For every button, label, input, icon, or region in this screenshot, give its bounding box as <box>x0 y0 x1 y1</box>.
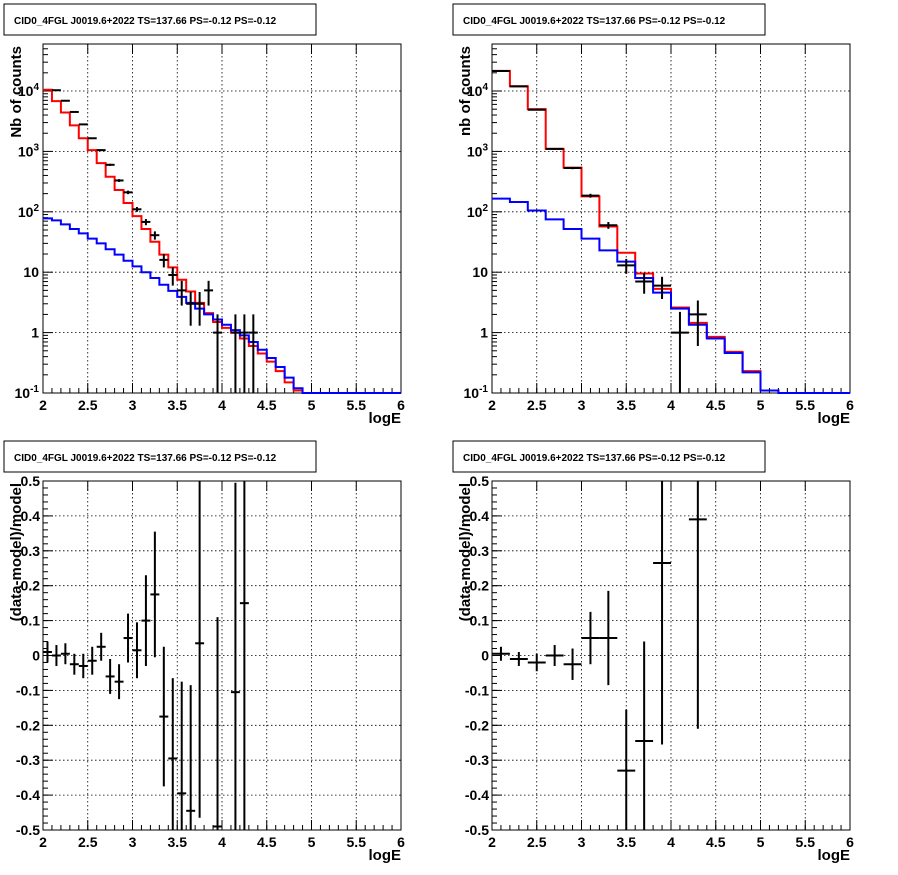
x-tick-label: 4 <box>667 834 675 850</box>
y-tick-label: -0.4 <box>16 787 40 803</box>
x-tick-label: 6 <box>397 834 405 850</box>
chart-title: CID0_4FGL J0019.6+2022 TS=137.66 PS=-0.1… <box>463 453 726 464</box>
y-tick-label: 10-1 <box>15 384 40 401</box>
y-tick-label: 0.5 <box>21 473 41 489</box>
x-tick-label: 6 <box>846 834 854 850</box>
x-axis-label: logE <box>818 847 851 864</box>
x-tick-label: 5 <box>757 834 765 850</box>
title-box <box>3 3 317 36</box>
y-tick-label: -0.5 <box>16 822 40 838</box>
y-tick-label: 102 <box>18 203 40 220</box>
x-tick-label: 6 <box>397 397 405 413</box>
counts-histogram-chart-left: 2 2.5 3 3.5 4 4.5 5 5.5 6 10-1 1 10 102 103 104 CID0_4F… <box>3 3 405 427</box>
x-tick-label: 3.5 <box>168 397 188 413</box>
x-tick-label: 3 <box>578 834 586 850</box>
x-tick-label: 3.5 <box>617 834 637 850</box>
x-tick-label: 5.5 <box>347 397 367 413</box>
y-tick-label: 0.2 <box>21 578 41 594</box>
y-tick-label: 103 <box>467 142 489 159</box>
x-tick-label: 4.5 <box>257 397 277 413</box>
y-tick-label: 103 <box>18 142 40 159</box>
y-tick-label: -0.3 <box>16 752 40 768</box>
pad-top-right: 2 2.5 3 3.5 4 4.5 5 5.5 6 10-1 1 10 102 103 104 CID0_4F… <box>449 0 898 437</box>
y-tick-label: 0.2 <box>470 578 490 594</box>
y-tick-label: 0.5 <box>470 473 490 489</box>
x-tick-label: 5.5 <box>796 834 816 850</box>
y-tick-label: 1 <box>480 325 488 341</box>
x-tick-label: 5 <box>308 834 316 850</box>
y-tick-label: -0.5 <box>465 822 489 838</box>
y-tick-label: 0.1 <box>470 613 490 629</box>
y-tick-label: 10 <box>472 264 488 280</box>
x-axis-label: logE <box>369 410 402 427</box>
x-tick-label: 3 <box>129 397 137 413</box>
x-tick-label: 2.5 <box>78 834 98 850</box>
x-tick-label: 3.5 <box>168 834 188 850</box>
x-tick-label: 3 <box>129 834 137 850</box>
y-axis-label: (data-model)/model <box>457 483 474 621</box>
x-tick-label: 4 <box>667 397 675 413</box>
x-tick-label: 3.5 <box>617 397 637 413</box>
x-tick-label: 2 <box>39 834 47 850</box>
y-tick-label: 1 <box>31 325 39 341</box>
pad-bottom-right: 2 2.5 3 3.5 4 4.5 5 5.5 6 -0.5 -0.4 -0.3 -0.2 -0.1 0 0.… <box>449 437 898 875</box>
x-axis-label: logE <box>818 410 851 427</box>
y-tick-label: -0.1 <box>465 682 489 698</box>
y-tick-label: 10-1 <box>464 384 489 401</box>
x-tick-label: 5 <box>308 397 316 413</box>
y-tick-label: -0.1 <box>16 682 40 698</box>
x-tick-label: 4 <box>218 397 226 413</box>
x-tick-label: 5.5 <box>347 834 367 850</box>
y-tick-label: -0.4 <box>465 787 489 803</box>
pad-top-left: 2 2.5 3 3.5 4 4.5 5 5.5 6 10-1 1 10 102 103 104 CID0_4F… <box>0 0 449 437</box>
x-tick-label: 2.5 <box>78 397 98 413</box>
y-axis-label: nb of counts <box>457 46 474 136</box>
y-tick-label: 0 <box>32 648 40 664</box>
y-axis-label: (data-model)/model <box>8 483 25 621</box>
x-tick-label: 4.5 <box>706 834 726 850</box>
x-tick-label: 2 <box>39 397 47 413</box>
y-tick-label: -0.3 <box>465 752 489 768</box>
residuals-chart-left: 2 2.5 3 3.5 4 4.5 5 5.5 6 -0.5 -0.4 -0.3 -0.2 -0.1 0 0.… <box>3 440 405 864</box>
x-tick-label: 2 <box>488 834 496 850</box>
y-tick-label: 102 <box>467 203 489 220</box>
y-tick-label: 0.3 <box>21 543 41 559</box>
y-tick-label: 0.1 <box>21 613 41 629</box>
y-tick-label: -0.2 <box>465 717 489 733</box>
x-axis-label: logE <box>369 847 402 864</box>
chart-title: CID0_4FGL J0019.6+2022 TS=137.66 PS=-0.1… <box>463 16 726 27</box>
title-box <box>3 440 317 473</box>
chart-title: CID0_4FGL J0019.6+2022 TS=137.66 PS=-0.1… <box>14 16 277 27</box>
y-tick-label: 0.3 <box>470 543 490 559</box>
x-tick-label: 2.5 <box>527 834 547 850</box>
x-tick-label: 5.5 <box>796 397 816 413</box>
y-tick-label: 0.4 <box>21 508 41 524</box>
x-tick-label: 4.5 <box>706 397 726 413</box>
y-tick-label: 0.4 <box>470 508 490 524</box>
y-tick-label: 104 <box>18 82 40 99</box>
chart-title: CID0_4FGL J0019.6+2022 TS=137.66 PS=-0.1… <box>14 453 277 464</box>
x-tick-label: 4.5 <box>257 834 277 850</box>
background-model-histogram <box>492 197 850 394</box>
y-tick-label: 104 <box>467 82 489 99</box>
residuals-chart-right: 2 2.5 3 3.5 4 4.5 5 5.5 6 -0.5 -0.4 -0.3 -0.2 -0.1 0 0.… <box>452 440 854 864</box>
y-axis-label: Nb of counts <box>8 46 25 138</box>
title-box <box>452 440 766 473</box>
counts-histogram-chart-right: 2 2.5 3 3.5 4 4.5 5 5.5 6 10-1 1 10 102 103 104 CID0_4F… <box>452 3 854 427</box>
x-tick-label: 6 <box>846 397 854 413</box>
x-tick-label: 2 <box>488 397 496 413</box>
x-tick-label: 5 <box>757 397 765 413</box>
title-box <box>452 3 766 36</box>
y-tick-label: 10 <box>23 264 39 280</box>
x-tick-label: 4 <box>218 834 226 850</box>
y-tick-label: 0 <box>481 648 489 664</box>
y-tick-label: -0.2 <box>16 717 40 733</box>
pad-bottom-left: 2 2.5 3 3.5 4 4.5 5 5.5 6 -0.5 -0.4 -0.3 -0.2 -0.1 0 0.… <box>0 437 449 875</box>
x-tick-label: 2.5 <box>527 397 547 413</box>
x-tick-label: 3 <box>578 397 586 413</box>
